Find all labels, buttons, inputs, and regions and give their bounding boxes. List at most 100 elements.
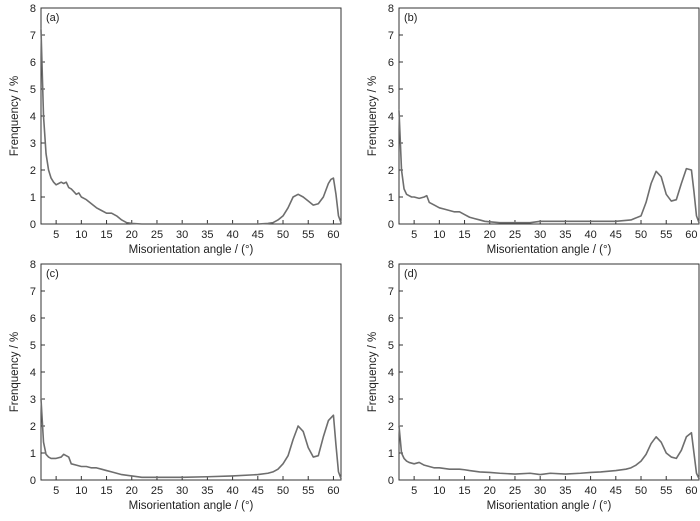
y-axis-label-a: Frenquency / % (9, 76, 21, 157)
x-tick-label-c-10: 10 (75, 485, 87, 497)
x-tick-label-c-40: 40 (226, 485, 238, 497)
x-tick-label-d-35: 35 (559, 485, 571, 497)
y-tick-label-d-8: 8 (388, 259, 394, 271)
plot-frame-a (40, 7, 342, 225)
x-tick-label-c-25: 25 (151, 485, 163, 497)
y-tick-label-b-8: 8 (388, 3, 394, 15)
y-tick-label-b-3: 3 (388, 138, 394, 150)
y-tick-label-c-1: 1 (30, 448, 36, 460)
x-tick-label-a-35: 35 (201, 229, 213, 241)
y-tick-label-a-3: 3 (30, 138, 36, 150)
y-tick-label-c-0: 0 (30, 475, 36, 487)
y-tick-label-d-3: 3 (388, 394, 394, 406)
y-tick-label-d-4: 4 (388, 367, 394, 379)
y-tick-label-a-1: 1 (30, 192, 36, 204)
x-tick-label-b-55: 55 (660, 229, 672, 241)
x-tick-label-d-20: 20 (484, 485, 496, 497)
series-line-a (40, 28, 342, 225)
x-tick-label-b-10: 10 (433, 229, 445, 241)
y-tick-label-b-1: 1 (388, 192, 394, 204)
y-tick-label-b-0: 0 (388, 219, 394, 231)
x-tick-label-d-10: 10 (433, 485, 445, 497)
y-tick-label-a-2: 2 (30, 165, 36, 177)
y-tick-label-d-5: 5 (388, 340, 394, 352)
x-tick-label-b-5: 5 (411, 229, 417, 241)
plot-frame-b (398, 7, 700, 225)
x-tick-label-d-50: 50 (635, 485, 647, 497)
x-tick-label-a-60: 60 (327, 229, 339, 241)
x-tick-label-a-15: 15 (100, 229, 112, 241)
x-tick-label-a-20: 20 (126, 229, 138, 241)
x-tick-label-c-30: 30 (176, 485, 188, 497)
y-tick-label-b-5: 5 (388, 84, 394, 96)
x-tick-label-d-40: 40 (584, 485, 596, 497)
y-tick-label-b-4: 4 (388, 111, 394, 123)
y-tick-label-c-7: 7 (30, 286, 36, 298)
x-tick-label-c-15: 15 (100, 485, 112, 497)
x-tick-label-a-10: 10 (75, 229, 87, 241)
x-tick-label-c-35: 35 (201, 485, 213, 497)
y-axis-label-d: Frenquency / % (367, 332, 379, 413)
x-axis-label-d: Misorientation angle / (°) (487, 500, 612, 512)
y-tick-label-d-2: 2 (388, 421, 394, 433)
x-tick-label-a-50: 50 (277, 229, 289, 241)
x-tick-label-d-5: 5 (411, 485, 417, 497)
y-tick-label-d-0: 0 (388, 475, 394, 487)
y-tick-label-a-0: 0 (30, 219, 36, 231)
y-tick-label-c-4: 4 (30, 367, 36, 379)
y-tick-label-d-1: 1 (388, 448, 394, 460)
y-tick-label-c-2: 2 (30, 421, 36, 433)
x-tick-label-a-25: 25 (151, 229, 163, 241)
y-tick-label-c-8: 8 (30, 259, 36, 271)
panel-label-c: (c) (46, 268, 59, 280)
y-tick-label-a-6: 6 (30, 57, 36, 69)
x-axis-label-c: Misorientation angle / (°) (129, 500, 254, 512)
x-tick-label-d-30: 30 (534, 485, 546, 497)
x-tick-label-a-40: 40 (226, 229, 238, 241)
x-tick-label-c-60: 60 (327, 485, 339, 497)
x-tick-label-c-5: 5 (53, 485, 59, 497)
y-tick-label-c-3: 3 (30, 394, 36, 406)
x-tick-label-d-55: 55 (660, 485, 672, 497)
x-axis-label-b: Misorientation angle / (°) (487, 244, 612, 256)
y-tick-label-b-7: 7 (388, 30, 394, 42)
y-tick-label-a-4: 4 (30, 111, 36, 123)
x-tick-label-a-5: 5 (53, 229, 59, 241)
series-line-c (40, 398, 342, 480)
x-tick-label-b-25: 25 (509, 229, 521, 241)
panel-label-d: (d) (404, 268, 417, 280)
x-tick-label-b-20: 20 (484, 229, 496, 241)
x-tick-label-c-45: 45 (252, 485, 264, 497)
x-tick-label-a-30: 30 (176, 229, 188, 241)
x-tick-label-b-60: 60 (685, 229, 697, 241)
y-tick-label-a-7: 7 (30, 30, 36, 42)
x-tick-label-a-45: 45 (252, 229, 264, 241)
x-tick-label-a-55: 55 (302, 229, 314, 241)
x-tick-label-c-20: 20 (126, 485, 138, 497)
y-tick-label-c-6: 6 (30, 313, 36, 325)
x-tick-label-d-15: 15 (458, 485, 470, 497)
y-tick-label-d-7: 7 (388, 286, 394, 298)
x-axis-label-a: Misorientation angle / (°) (129, 244, 254, 256)
y-tick-label-b-2: 2 (388, 165, 394, 177)
plot-frame-c (40, 263, 342, 481)
y-axis-label-b: Frenquency / % (367, 76, 379, 157)
series-line-d (398, 425, 700, 480)
x-tick-label-b-40: 40 (584, 229, 596, 241)
x-tick-label-b-50: 50 (635, 229, 647, 241)
x-tick-label-d-60: 60 (685, 485, 697, 497)
x-tick-label-c-55: 55 (302, 485, 314, 497)
y-axis-label-c: Frenquency / % (9, 332, 21, 413)
series-line-b (398, 109, 700, 224)
y-tick-label-c-5: 5 (30, 340, 36, 352)
plot-frame-d (398, 263, 700, 481)
x-tick-label-d-25: 25 (509, 485, 521, 497)
y-tick-label-d-6: 6 (388, 313, 394, 325)
x-tick-label-c-50: 50 (277, 485, 289, 497)
panel-label-a: (a) (46, 12, 59, 24)
